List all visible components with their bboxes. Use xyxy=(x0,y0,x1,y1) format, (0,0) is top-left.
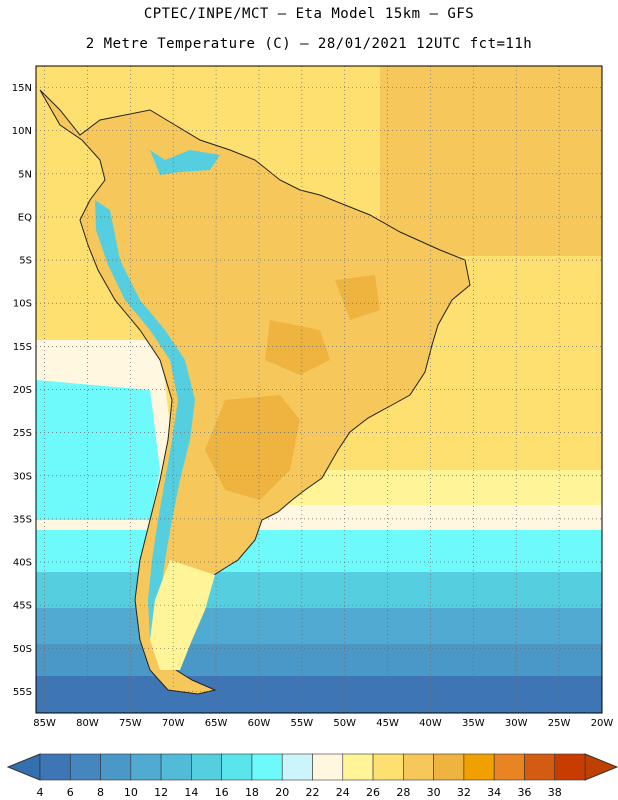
lat-tick-label: 15S xyxy=(13,342,32,353)
lat-tick-label: 10N xyxy=(12,126,32,137)
colorbar-swatch xyxy=(403,753,434,781)
colorbar-swatch xyxy=(100,753,132,781)
colorbar-swatch xyxy=(251,753,283,781)
lat-tick-label: 25S xyxy=(13,428,32,439)
ocean-cold-band-5 xyxy=(36,676,602,713)
colorbar-swatch xyxy=(524,753,556,781)
hot-interior-chaco xyxy=(205,395,300,500)
ocean-cold-band-1 xyxy=(36,530,602,575)
colorbar-label: 38 xyxy=(548,786,562,799)
lat-tick-label: 40S xyxy=(13,558,32,569)
lat-tick-label: 5N xyxy=(18,169,32,180)
map-field xyxy=(36,66,602,713)
colorbar-label: 8 xyxy=(97,786,104,799)
lat-tick-label: 45S xyxy=(13,601,32,612)
lat-tick-label: 20S xyxy=(13,385,32,396)
colorbar: 4 6 8 10 12 14 16 18 20 22 24 26 28 30 32 34 36 38 xyxy=(6,753,618,799)
colorbar-swatch xyxy=(312,753,344,781)
ocean-cold-band-3 xyxy=(36,608,602,648)
colorbar-swatch xyxy=(554,753,586,781)
colorbar-swatch xyxy=(221,753,253,781)
lat-tick-label: 10S xyxy=(13,299,32,310)
ocean-warm-band-east xyxy=(380,66,602,256)
colorbar-label: 4 xyxy=(37,786,44,799)
colorbar-label: 24 xyxy=(336,786,350,799)
patagonia-cool-zone xyxy=(150,560,215,670)
colorbar-swatch xyxy=(463,753,495,781)
northern-andes-cold xyxy=(150,150,220,175)
lat-tick-label: 15N xyxy=(12,83,32,94)
lon-tick-label: 80W xyxy=(76,718,99,729)
latitude-labels: 15N 10N 5N EQ 5S 10S 15S 20S 25S 30S 35S 40S 45S 50S 5… xyxy=(12,83,32,698)
colorbar-swatch xyxy=(433,753,465,781)
colorbar-boxes xyxy=(39,753,586,781)
colorbar-label: 26 xyxy=(366,786,380,799)
colorbar-swatch xyxy=(130,753,162,781)
colorbar-label: 10 xyxy=(124,786,138,799)
lat-tick-label: 35S xyxy=(13,514,32,525)
colorbar-label: 32 xyxy=(457,786,471,799)
colorbar-label: 12 xyxy=(154,786,168,799)
colorbar-label: 16 xyxy=(215,786,229,799)
hot-interior-brazil xyxy=(335,275,380,320)
chart-title: CPTEC/INPE/MCT – Eta Model 15km – GFS xyxy=(143,6,475,22)
colorbar-label: 34 xyxy=(487,786,501,799)
andes-cold-strip xyxy=(95,200,195,640)
lon-tick-label: 60W xyxy=(248,718,271,729)
lon-tick-label: 75W xyxy=(119,718,142,729)
colorbar-label: 14 xyxy=(184,786,198,799)
colorbar-swatch xyxy=(191,753,222,781)
lon-tick-label: 40W xyxy=(419,718,442,729)
lat-tick-label: 5S xyxy=(19,256,32,267)
ocean-cold-band-2 xyxy=(36,572,602,612)
colorbar-swatch xyxy=(342,753,374,781)
lon-tick-label: 85W xyxy=(33,718,56,729)
lat-tick-label: EQ xyxy=(18,212,32,223)
colorbar-low-arrow xyxy=(6,753,41,781)
colorbar-label: 22 xyxy=(306,786,320,799)
ocean-cold-band-4 xyxy=(36,644,602,679)
colorbar-label: 6 xyxy=(67,786,74,799)
lat-tick-label: 55S xyxy=(13,687,32,698)
chart-subtitle: 2 Metre Temperature (C) – 28/01/2021 12U… xyxy=(85,36,533,52)
longitude-labels: 85W 80W 75W 70W 65W 60W 55W 50W 45W 40W 35W 30W 25W 2… xyxy=(33,718,613,729)
lon-tick-label: 20W xyxy=(591,718,614,729)
colorbar-swatch xyxy=(69,753,101,781)
colorbar-label: 28 xyxy=(396,786,410,799)
lon-tick-label: 35W xyxy=(462,718,485,729)
south-america-landmass xyxy=(39,89,471,695)
colorbar-high-arrow xyxy=(584,753,618,781)
lon-tick-label: 65W xyxy=(205,718,228,729)
colorbar-swatch xyxy=(281,753,313,781)
colorbar-swatch xyxy=(372,753,404,781)
colorbar-label: 18 xyxy=(245,786,259,799)
lon-tick-label: 45W xyxy=(376,718,399,729)
lat-tick-label: 30S xyxy=(13,471,32,482)
pacific-cold-zone xyxy=(36,380,160,520)
colorbar-label: 36 xyxy=(517,786,531,799)
hot-interior-central xyxy=(265,320,330,375)
colorbar-swatch xyxy=(160,753,192,781)
colorbar-labels: 4 6 8 10 12 14 16 18 20 22 24 26 28 30 32 34 36 38 xyxy=(37,786,562,799)
lon-tick-label: 55W xyxy=(291,718,314,729)
lat-tick-label: 50S xyxy=(13,644,32,655)
lon-tick-label: 30W xyxy=(505,718,528,729)
map-frame xyxy=(35,65,603,714)
colorbar-label: 20 xyxy=(275,786,289,799)
lon-tick-label: 25W xyxy=(548,718,571,729)
lon-tick-label: 50W xyxy=(333,718,356,729)
colorbar-swatch xyxy=(493,753,525,781)
colorbar-label: 30 xyxy=(427,786,441,799)
colorbar-swatch xyxy=(39,753,71,781)
lon-tick-label: 70W xyxy=(162,718,185,729)
